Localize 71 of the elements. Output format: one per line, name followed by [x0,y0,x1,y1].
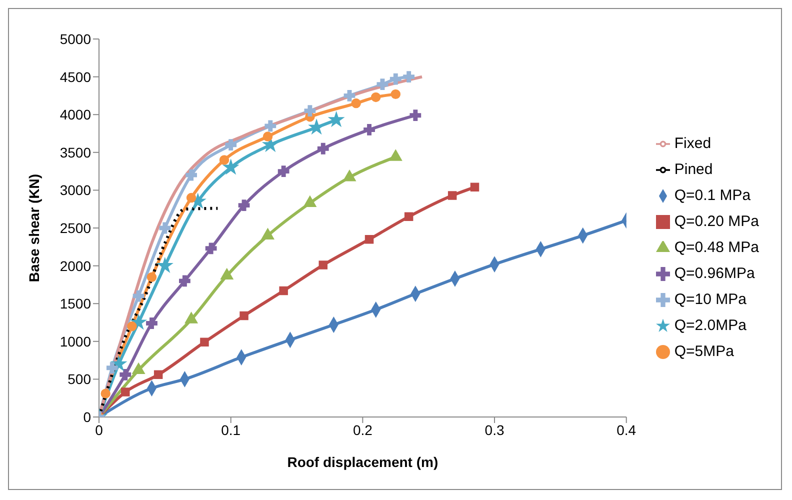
point [390,89,401,100]
point [279,286,288,296]
legend-label: Q=5MPa [674,343,734,360]
point [278,166,290,177]
point [157,258,172,272]
point [146,272,157,282]
point [205,242,217,254]
point [328,112,344,126]
point [309,120,324,134]
y-tick-label: 3500 [60,144,92,160]
y-tick-label: 1500 [60,296,92,312]
y-tick-label: 500 [68,371,92,388]
x-tick-label: 0.1 [221,422,241,438]
point [317,142,329,154]
point [318,260,328,270]
point [364,124,375,136]
point [100,388,110,398]
point [219,155,230,165]
point [154,370,163,380]
y-tick-label: 5000 [60,30,92,47]
x-tick-label: 0.2 [352,422,373,438]
y-tick-label: 0 [83,408,92,425]
point [304,105,316,117]
point [106,362,118,374]
point [186,192,196,203]
legend-label: Q=0.96MPa [674,265,755,282]
point [410,110,422,122]
point [120,368,132,380]
point [344,90,356,102]
legend-label: Fixed [674,135,712,152]
point [186,169,197,181]
point [240,311,248,320]
point [131,314,146,329]
y-tick-label: 4000 [60,106,92,123]
point [120,388,130,396]
legend-label: Pined [674,161,713,178]
point [376,78,388,90]
point [264,120,276,132]
point [262,132,273,142]
x-tick-label: 0 [95,422,104,438]
point [238,200,250,212]
legend-label: Q=0.1 MPa [674,187,751,204]
point [364,234,374,244]
point [351,98,361,108]
point [403,71,415,82]
y-tick-label: 2500 [60,220,92,236]
x-tick-label: 0.4 [616,422,636,438]
x-axis-title: Roof displacement (m) [287,454,438,470]
point [159,222,171,234]
y-tick-label: 1000 [60,333,92,350]
y-tick-label: 3000 [60,182,92,198]
point [470,182,480,192]
point [225,139,237,151]
point [223,160,238,174]
point [127,321,137,332]
point [200,338,209,347]
legend-label: Q=10 MPa [674,291,746,308]
x-tick-label: 0.3 [484,422,504,438]
legend-label: Q=0.48 MPa [674,239,759,256]
point [132,290,144,302]
point [370,92,381,102]
legend-label: Q=0.20 MPa [674,213,759,230]
point [390,73,402,85]
legend-label: Q=2.0MPa [674,317,746,334]
point [404,212,414,222]
point [179,275,190,287]
point [146,318,158,329]
y-axis-title: Base shear (KN) [26,174,42,282]
y-tick-label: 2000 [60,258,92,274]
point [448,191,457,200]
y-tick-label: 4500 [60,68,92,85]
